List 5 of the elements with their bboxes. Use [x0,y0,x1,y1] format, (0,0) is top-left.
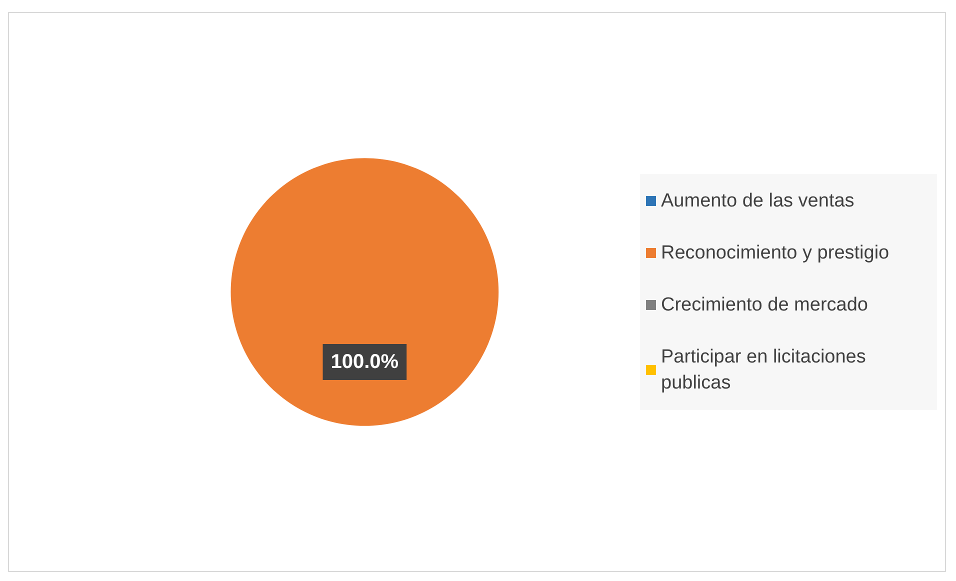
legend-label: Participar en licitaciones publicas [661,346,872,394]
data-label: 100.0% [330,350,399,373]
legend-label: Reconocimiento y prestigio [661,242,890,264]
legend-label: Crecimiento de mercado [661,294,868,316]
legend-label: Aumento de las ventas [661,190,854,212]
